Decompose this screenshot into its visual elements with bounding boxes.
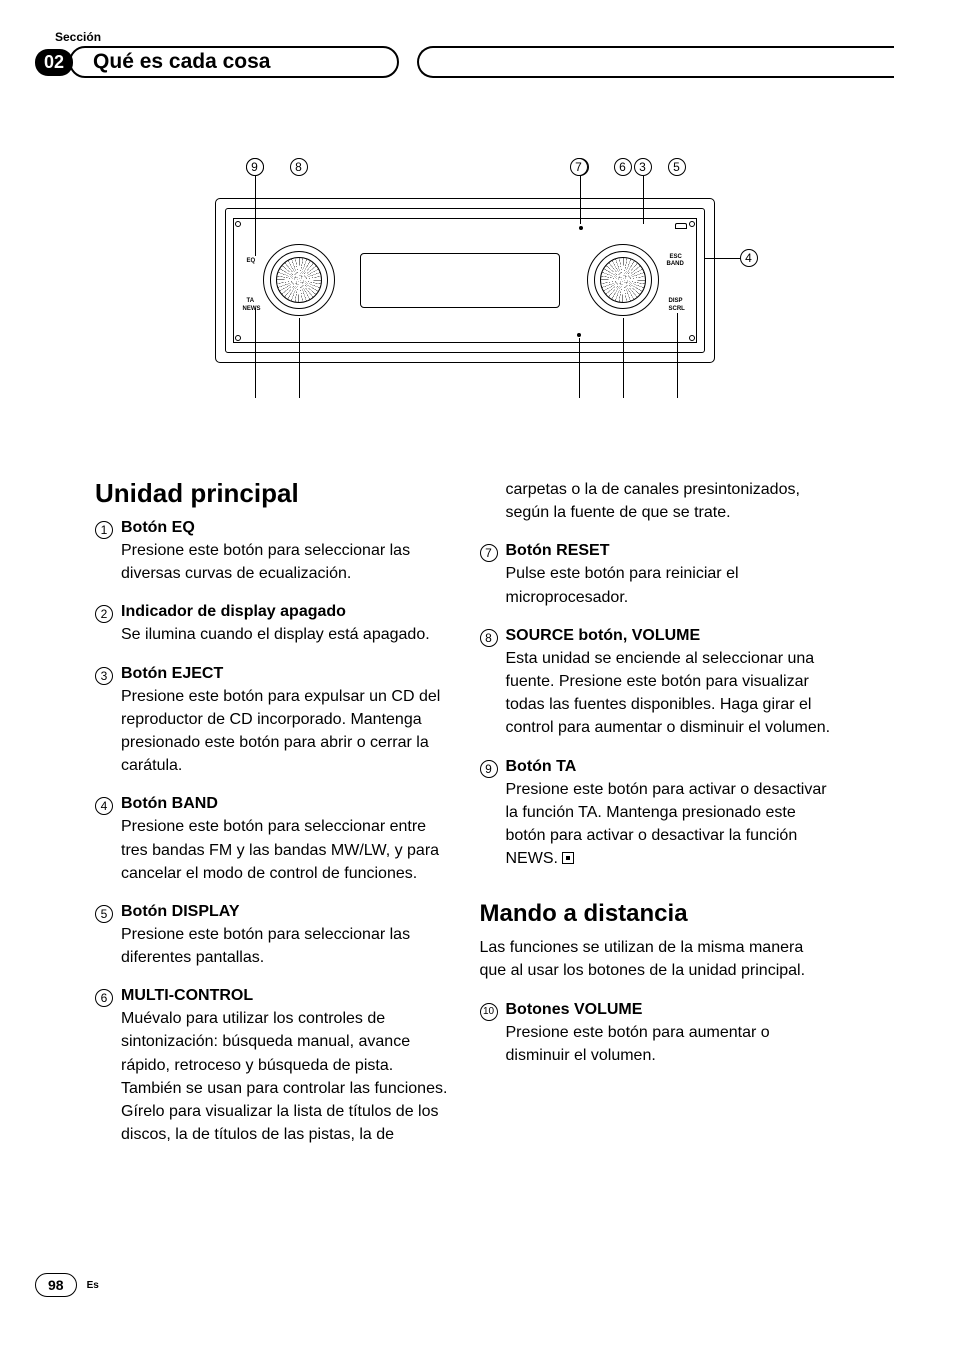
item-title-6: MULTI-CONTROL <box>121 987 253 1005</box>
header-empty-pill <box>417 46 894 78</box>
item-4: 4 Botón BAND Presione este botón para se… <box>95 795 450 885</box>
display-screen-icon <box>360 253 560 308</box>
callout-7: 7 <box>570 158 588 176</box>
item-2: 2 Indicador de display apagado Se ilumin… <box>95 603 450 646</box>
section-number-badge: 02 <box>35 49 73 76</box>
item-number-3: 3 <box>95 667 113 685</box>
item-body-9: Presione este botón para activar o desac… <box>506 778 835 871</box>
callout-6: 6 <box>614 158 632 176</box>
item-body-6: Muévalo para utilizar los controles de s… <box>121 1007 450 1146</box>
item-body-8: Esta unidad se enciende al seleccionar u… <box>506 647 835 740</box>
item-5: 5 Botón DISPLAY Presione este botón para… <box>95 903 450 969</box>
item-body-3: Presione este botón para expulsar un CD … <box>121 685 450 778</box>
news-label: NEWS <box>243 306 261 312</box>
device-diagram: EQ TA NEWS ESC BAND DISP SCRL 1 2 3 4 5 … <box>35 158 894 418</box>
ta-label: TA <box>247 298 255 304</box>
right-knob-icon <box>587 244 659 316</box>
item-title-9: Botón TA <box>506 758 577 776</box>
heading-mando-a-distancia: Mando a distancia <box>480 900 835 928</box>
item-9: 9 Botón TA Presione este botón para acti… <box>480 758 835 871</box>
item-title-3: Botón EJECT <box>121 665 223 683</box>
callout-4: 4 <box>740 249 758 267</box>
esc-label: ESC <box>670 254 682 260</box>
item-number-6: 6 <box>95 989 113 1007</box>
content-columns: Unidad principal 1 Botón EQ Presione est… <box>35 478 894 1164</box>
item-title-1: Botón EQ <box>121 519 195 537</box>
left-knob-icon <box>263 244 335 316</box>
heading-unidad-principal: Unidad principal <box>95 478 450 509</box>
item-body-9-text: Presione este botón para activar o desac… <box>506 781 827 868</box>
reset-hole-icon <box>577 333 581 337</box>
page-number: 98 <box>35 1273 77 1297</box>
item-8: 8 SOURCE botón, VOLUME Esta unidad se en… <box>480 627 835 740</box>
item-body-2: Se ilumina cuando el display está apagad… <box>121 623 450 646</box>
item-title-5: Botón DISPLAY <box>121 903 240 921</box>
item-body-7: Pulse este botón para reiniciar el micro… <box>506 562 835 608</box>
right-column: carpetas o la de canales presintonizados… <box>480 478 835 1164</box>
chapter-title-pill: Qué es cada cosa <box>69 46 399 78</box>
band-label: BAND <box>667 261 684 267</box>
item-body-1: Presione este botón para seleccionar las… <box>121 539 450 585</box>
item-number-7: 7 <box>480 544 498 562</box>
item-number-9: 9 <box>480 760 498 778</box>
eq-label: EQ <box>247 258 256 264</box>
item-title-7: Botón RESET <box>506 542 610 560</box>
callout-9: 9 <box>246 158 264 176</box>
mando-intro: Las funciones se utilizan de la misma ma… <box>480 936 835 982</box>
left-column: Unidad principal 1 Botón EQ Presione est… <box>95 478 450 1164</box>
item-number-10: 10 <box>480 1003 498 1021</box>
page-footer: 98 Es <box>35 1273 99 1297</box>
eject-icon <box>675 223 687 229</box>
item-number-1: 1 <box>95 521 113 539</box>
item-number-8: 8 <box>480 629 498 647</box>
item-10: 10 Botones VOLUME Presione este botón pa… <box>480 1001 835 1067</box>
callout-8: 8 <box>290 158 308 176</box>
callout-5: 5 <box>668 158 686 176</box>
item-body-5: Presione este botón para seleccionar las… <box>121 923 450 969</box>
item-number-2: 2 <box>95 605 113 623</box>
header-row: 02 Qué es cada cosa <box>35 46 894 78</box>
item-title-2: Indicador de display apagado <box>121 603 346 621</box>
item-title-4: Botón BAND <box>121 795 218 813</box>
disp-label: DISP <box>669 298 683 304</box>
item-6: 6 MULTI-CONTROL Muévalo para utilizar lo… <box>95 987 450 1146</box>
item-title-10: Botones VOLUME <box>506 1001 643 1019</box>
language-code: Es <box>87 1280 99 1291</box>
section-end-icon <box>562 852 574 864</box>
item-title-8: SOURCE botón, VOLUME <box>506 627 701 645</box>
item-6-continuation: carpetas o la de canales presintonizados… <box>506 478 835 524</box>
chapter-title: Qué es cada cosa <box>93 50 270 74</box>
item-1: 1 Botón EQ Presione este botón para sele… <box>95 519 450 585</box>
section-label: Sección <box>55 30 894 44</box>
item-body-4: Presione este botón para seleccionar ent… <box>121 815 450 885</box>
item-number-5: 5 <box>95 905 113 923</box>
scrl-label: SCRL <box>669 306 685 312</box>
item-number-4: 4 <box>95 797 113 815</box>
item-body-10: Presione este botón para aumentar o dism… <box>506 1021 835 1067</box>
item-3: 3 Botón EJECT Presione este botón para e… <box>95 665 450 778</box>
item-7: 7 Botón RESET Pulse este botón para rein… <box>480 542 835 608</box>
callout-3: 3 <box>634 158 652 176</box>
